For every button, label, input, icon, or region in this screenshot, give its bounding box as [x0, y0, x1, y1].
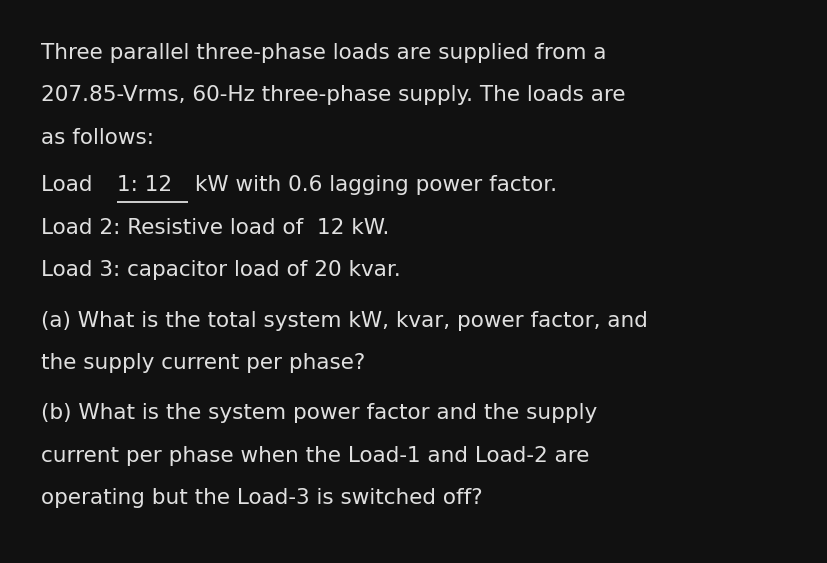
Text: (b) What is the system power factor and the supply: (b) What is the system power factor and …	[41, 404, 597, 423]
Text: the supply current per phase?: the supply current per phase?	[41, 353, 366, 373]
Text: operating but the Load-3 is switched off?: operating but the Load-3 is switched off…	[41, 488, 482, 508]
Text: 207.85-Vrms, 60-Hz three-phase supply. The loads are: 207.85-Vrms, 60-Hz three-phase supply. T…	[41, 86, 625, 105]
Text: Load 3: capacitor load of 20 kvar.: Load 3: capacitor load of 20 kvar.	[41, 260, 400, 280]
Text: Load 2: Resistive load of  12 kW.: Load 2: Resistive load of 12 kW.	[41, 218, 390, 238]
Text: kW with 0.6 lagging power factor.: kW with 0.6 lagging power factor.	[188, 176, 557, 195]
Text: (a) What is the total system kW, kvar, power factor, and: (a) What is the total system kW, kvar, p…	[41, 311, 648, 330]
Text: Load: Load	[41, 176, 100, 195]
Text: 1: 12: 1: 12	[117, 176, 172, 195]
Text: as follows:: as follows:	[41, 128, 154, 148]
Text: current per phase when the Load-1 and Load-2 are: current per phase when the Load-1 and Lo…	[41, 446, 589, 466]
Text: Three parallel three-phase loads are supplied from a: Three parallel three-phase loads are sup…	[41, 43, 606, 63]
